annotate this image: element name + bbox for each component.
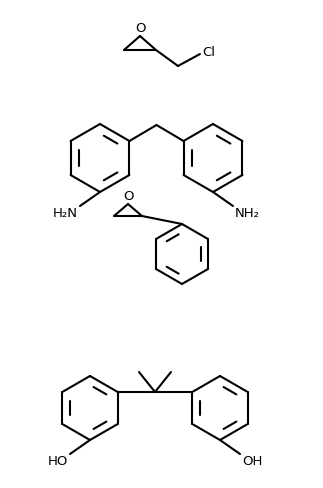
Text: OH: OH <box>242 455 262 468</box>
Text: Cl: Cl <box>202 46 215 60</box>
Text: NH₂: NH₂ <box>235 207 260 220</box>
Text: O: O <box>123 190 133 203</box>
Text: O: O <box>135 22 145 35</box>
Text: HO: HO <box>47 455 68 468</box>
Text: H₂N: H₂N <box>53 207 78 220</box>
